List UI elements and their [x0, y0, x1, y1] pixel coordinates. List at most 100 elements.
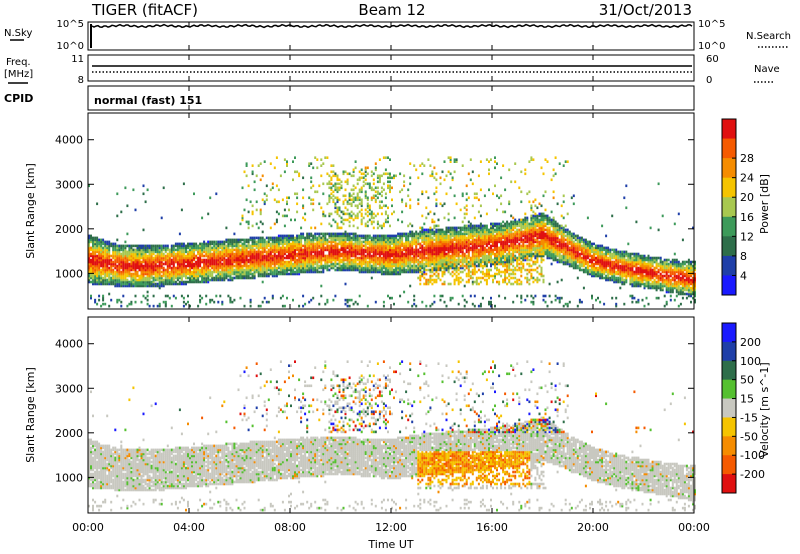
range-gate-cell — [449, 254, 452, 258]
range-gate-cell — [479, 258, 482, 262]
range-gate-cell — [494, 260, 496, 264]
range-gate-cell — [275, 184, 278, 188]
range-gate-cell — [401, 234, 404, 238]
range-gate-cell — [366, 224, 369, 228]
range-gate-cell — [378, 174, 381, 178]
range-gate-cell — [187, 256, 189, 260]
range-gate-cell — [302, 188, 305, 192]
range-gate-cell — [348, 256, 351, 260]
range-gate-cell — [481, 266, 484, 270]
range-gate-cell — [471, 268, 474, 272]
range-gate-cell — [296, 238, 299, 242]
range-gate-cell — [290, 236, 292, 240]
range-gate-cell — [332, 234, 335, 238]
range-gate-cell — [158, 266, 161, 270]
range-gate-cell — [380, 238, 383, 242]
range-gate-cell — [330, 196, 333, 200]
range-gate-cell — [201, 260, 204, 264]
range-gate-cell — [154, 276, 157, 280]
range-gate-cell — [429, 258, 432, 262]
range-gate-cell — [158, 284, 161, 288]
range-gate-cell — [213, 270, 216, 274]
range-gate-cell — [316, 264, 319, 268]
range-gate-cell — [451, 256, 454, 260]
range-gate-cell — [443, 242, 446, 246]
range-gate-cell — [235, 256, 238, 260]
range-gate-cell — [223, 262, 226, 266]
range-gate-cell — [356, 238, 359, 242]
range-gate-cell — [449, 250, 452, 254]
range-gate-cell — [328, 268, 331, 272]
range-gate-cell — [223, 260, 226, 264]
range-gate-cell — [187, 264, 189, 268]
range-gate-cell — [136, 264, 139, 268]
range-gate-cell — [279, 264, 282, 268]
range-gate-cell — [288, 264, 290, 268]
range-gate-cell — [128, 274, 131, 278]
range-gate-cell — [178, 272, 181, 276]
range-gate-cell — [370, 238, 373, 242]
range-gate-cell — [399, 252, 402, 256]
range-gate-cell — [354, 242, 357, 246]
range-gate-cell — [389, 176, 391, 180]
range-gate-cell — [328, 260, 331, 264]
range-gate-cell — [453, 228, 456, 232]
range-gate-cell — [300, 248, 303, 252]
range-gate-cell — [471, 234, 474, 238]
range-gate-cell — [455, 274, 458, 278]
range-gate-cell — [378, 252, 381, 256]
range-gate-cell — [122, 280, 125, 284]
range-gate-cell — [195, 246, 198, 250]
range-gate-cell — [294, 256, 296, 260]
range-gate-cell — [263, 246, 266, 250]
range-gate-cell — [332, 264, 335, 268]
range-gate-cell — [481, 252, 484, 256]
range-gate-cell — [473, 254, 476, 258]
range-gate-cell — [288, 248, 290, 252]
range-gate-cell — [354, 166, 357, 170]
range-gate-cell — [294, 258, 296, 262]
range-gate-cell — [502, 280, 505, 284]
range-gate-cell — [342, 244, 345, 248]
range-gate-cell — [488, 270, 490, 274]
range-gate-cell — [370, 270, 373, 274]
range-gate-cell — [237, 272, 240, 276]
range-gate-cell — [118, 276, 121, 280]
range-gate-cell — [128, 248, 131, 252]
range-gate-cell — [207, 242, 210, 246]
range-gate-cell — [170, 270, 173, 274]
range-gate-cell — [334, 206, 337, 210]
range-gate-cell — [387, 220, 389, 224]
range-gate-cell — [144, 296, 147, 300]
range-gate-cell — [477, 226, 480, 230]
range-gate-cell — [366, 268, 369, 272]
range-gate-cell — [344, 264, 347, 268]
range-gate-cell — [286, 250, 288, 254]
range-gate-cell — [496, 246, 498, 250]
range-gate-cell — [467, 246, 470, 250]
range-gate-cell — [473, 224, 476, 228]
range-gate-cell — [108, 262, 111, 266]
range-gate-cell — [259, 274, 262, 278]
range-gate-cell — [88, 260, 90, 264]
range-gate-cell — [168, 250, 171, 254]
range-gate-cell — [433, 242, 436, 246]
range-gate-cell — [126, 254, 129, 258]
range-gate-cell — [441, 260, 444, 264]
range-gate-cell — [292, 256, 294, 260]
range-gate-cell — [207, 274, 210, 278]
range-gate-cell — [429, 210, 432, 214]
range-gate-cell — [382, 204, 385, 208]
range-gate-cell — [128, 262, 131, 266]
range-gate-cell — [382, 270, 385, 274]
range-gate-cell — [154, 256, 157, 260]
range-gate-cell — [203, 254, 206, 258]
range-gate-cell — [348, 236, 351, 240]
range-gate-cell — [245, 238, 248, 242]
range-gate-cell — [326, 266, 329, 270]
range-gate-cell — [326, 156, 329, 159]
range-gate-cell — [178, 246, 181, 250]
range-gate-cell — [366, 260, 369, 264]
range-gate-cell — [352, 260, 355, 264]
range-gate-cell — [350, 258, 353, 262]
